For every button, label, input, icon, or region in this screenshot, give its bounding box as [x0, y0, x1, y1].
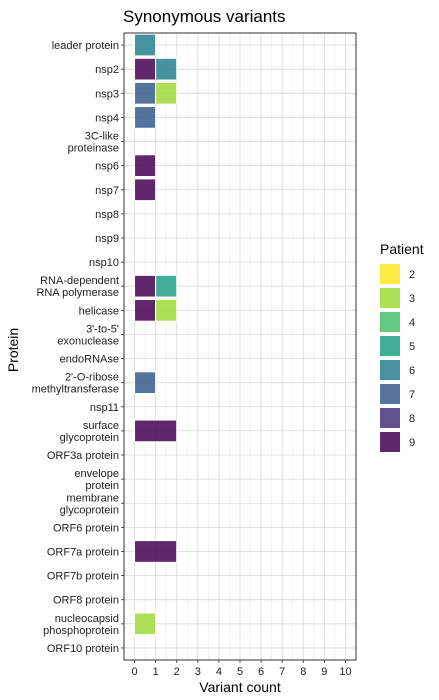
y-tick-label: membrane glycoprotein	[60, 492, 119, 516]
y-tick-label: 3C-like proteinase	[68, 131, 119, 155]
bar-segment	[155, 298, 178, 322]
bar-segment	[134, 298, 157, 322]
y-tick-label: ORF7b protein	[47, 571, 119, 583]
legend-key	[380, 336, 400, 356]
legend-title: Patient	[380, 241, 424, 257]
y-tick-label: nsp8	[95, 209, 119, 221]
x-axis-title: Variant count	[199, 679, 281, 695]
bar-segment	[134, 371, 157, 395]
legend-key	[380, 264, 400, 284]
legend-key	[380, 384, 400, 404]
y-tick-label: nucleocapsid phosphoprotein	[43, 613, 119, 637]
y-tick-label: RNA-dependent RNA polymerase	[36, 275, 119, 299]
x-tick-label: 8	[300, 666, 306, 678]
legend: Patient 2 3 4 5 6 7 8 9	[380, 241, 424, 452]
bar-segment	[134, 178, 157, 202]
y-tick-label: ORF8 protein	[53, 595, 119, 607]
x-tick-label: 2	[174, 666, 180, 678]
y-tick-label: envelope protein	[74, 468, 119, 492]
y-tick-label: nsp4	[95, 112, 119, 124]
y-tick-label: 3'-to-5' exonuclease	[57, 323, 119, 347]
y-tick-label: ORF7a protein	[47, 546, 119, 558]
y-tick-label: ORF3a protein	[47, 450, 119, 462]
y-tick-label: ORF6 protein	[53, 522, 119, 534]
legend-label: 6	[409, 365, 415, 377]
bar-segment	[155, 274, 178, 298]
y-tick-label: leader protein	[52, 40, 119, 52]
y-tick-label: nsp7	[95, 185, 119, 197]
legend-label: 2	[409, 269, 415, 281]
x-tick-label: 3	[195, 666, 201, 678]
x-tick-label: 0	[131, 666, 137, 678]
y-tick-label: helicase	[79, 305, 119, 317]
legend-label: 9	[409, 437, 415, 449]
legend-key	[380, 312, 400, 332]
y-tick-label: 2'-O-ribose methyltransferase	[32, 372, 119, 396]
bar-segment	[155, 81, 178, 105]
x-tick-label: 1	[153, 666, 159, 678]
legend-key	[380, 432, 400, 452]
x-tick-label: 6	[258, 666, 264, 678]
x-tick-label: 9	[321, 666, 327, 678]
bar-segment	[134, 106, 157, 129]
legend-label: 4	[409, 317, 415, 329]
legend-label: 5	[409, 341, 415, 353]
x-tick-label: 7	[279, 666, 285, 678]
y-tick-label: endoRNAse	[60, 354, 119, 366]
plot-area: leader protein nsp2 nsp3 nsp4 3C-like protein…	[32, 32, 357, 678]
bar-segment	[134, 81, 157, 105]
bar-segment	[134, 612, 157, 636]
legend-key	[380, 408, 400, 428]
y-tick-label: surface glycoprotein	[60, 420, 119, 444]
y-axis-title: Protein	[5, 328, 21, 372]
y-tick-label: nsp2	[95, 64, 119, 76]
x-tick-label: 4	[216, 666, 222, 678]
y-tick-label: nsp10	[89, 257, 119, 269]
y-tick-label: nsp9	[95, 233, 119, 245]
bar-segment	[134, 540, 178, 563]
y-tick-label: nsp3	[95, 88, 119, 100]
legend-label: 8	[409, 413, 415, 425]
legend-key	[380, 360, 400, 380]
bar-segment	[134, 33, 157, 57]
chart-title: Synonymous variants	[123, 7, 286, 26]
legend-label: 3	[409, 293, 415, 305]
bar-segment	[134, 419, 178, 443]
bar-segment	[134, 274, 157, 298]
x-tick-label: 10	[339, 666, 351, 678]
y-tick-label: ORF10 protein	[47, 643, 119, 655]
y-tick-label: nsp6	[95, 161, 119, 173]
legend-key	[380, 288, 400, 308]
bar-segment	[134, 57, 157, 81]
y-tick-label: nsp11	[90, 402, 119, 414]
x-tick-label: 5	[237, 666, 243, 678]
bar-segment	[134, 154, 157, 177]
bar-segment	[155, 57, 178, 81]
legend-label: 7	[409, 389, 415, 401]
